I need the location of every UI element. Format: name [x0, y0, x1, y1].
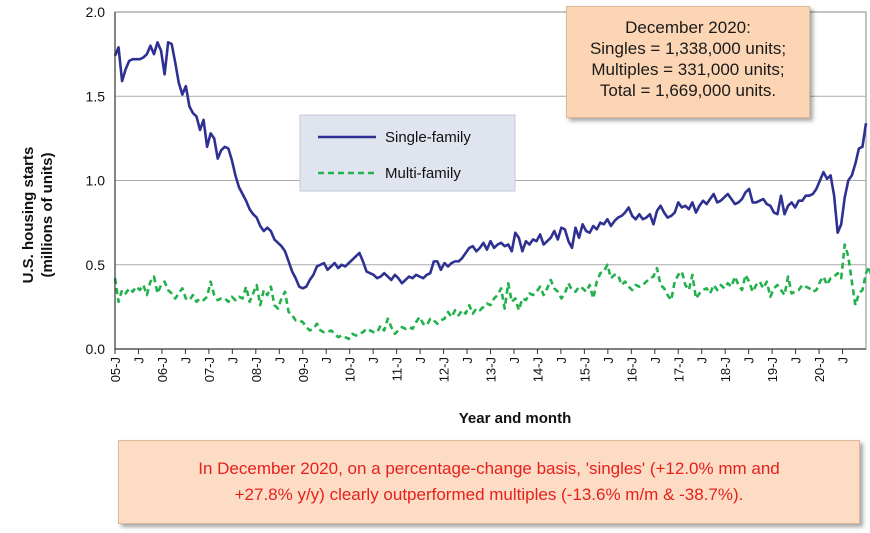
x-tick-label: 19-J [765, 357, 780, 382]
x-tick-label: J [178, 357, 193, 364]
legend-label-single-family: Single-family [385, 129, 471, 146]
y-tick-label: 0.0 [86, 341, 106, 357]
x-tick-label: J [413, 357, 428, 364]
y-axis-label-line1: U.S. housing starts [20, 147, 37, 284]
x-tick-label: J [366, 357, 381, 364]
x-tick-label: 05-J [108, 357, 123, 382]
x-tick-label: 06-J [155, 357, 170, 382]
x-tick-label: J [507, 357, 522, 364]
x-tick-label: J [601, 357, 616, 364]
x-tick-label: 12-J [437, 357, 452, 382]
series-line-single-family [113, 41, 868, 290]
x-tick-label: 14-J [530, 357, 545, 382]
note-line-2: Singles = 1,338,000 units; [589, 39, 787, 58]
axes: 0.0 0.5 1.0 1.5 2.0 05-J J 06-J J 07-J J 08-J J 09-J J… [86, 4, 866, 382]
x-tick-label: 09-J [296, 357, 311, 382]
x-tick-label: J [695, 357, 710, 364]
x-tick-label: J [836, 357, 851, 364]
x-tick-label: 10-J [343, 357, 358, 382]
x-tick-label: J [272, 357, 287, 364]
note-line-4: Total = 1,669,000 units. [599, 81, 777, 100]
series-lines [113, 41, 870, 341]
note-line-3: Multiples = 331,000 units; [591, 60, 785, 79]
bottom-note-line-1: In December 2020, on a percentage-change… [198, 459, 780, 478]
y-tick-label: 1.0 [86, 173, 106, 189]
x-tick-label: 13-J [484, 357, 499, 382]
bottom-note-line-2: +27.8% y/y) clearly outperformed multipl… [234, 485, 744, 504]
x-tick-label: J [554, 357, 569, 364]
percentage-change-note: In December 2020, on a percentage-change… [118, 440, 860, 524]
december-summary-note: December 2020: Singles = 1,338,000 units… [566, 6, 810, 118]
x-tick-label: 08-J [249, 357, 264, 382]
x-tick-label: J [225, 357, 240, 364]
x-tick-label: 18-J [718, 357, 733, 382]
x-axis-label: Year and month [459, 410, 572, 427]
x-tick-label: J [319, 357, 334, 364]
y-axis-label-line2: (millions of units) [39, 153, 56, 278]
x-tick-label: J [460, 357, 475, 364]
legend-label-multi-family: Multi-family [385, 165, 461, 182]
x-tick-label: J [131, 357, 146, 364]
x-tick-label: J [789, 357, 804, 364]
legend-box [299, 114, 516, 192]
series-line-multi-family [113, 243, 870, 341]
x-tick-label: 20-J [812, 357, 827, 382]
y-tick-label: 2.0 [86, 4, 106, 20]
x-tick-label: 11-J [390, 357, 405, 381]
x-tick-label: 17-J [671, 357, 686, 382]
legend: Single-family Multi-family [299, 114, 516, 192]
x-tick-label: 15-J [577, 357, 592, 382]
y-tick-label: 1.5 [86, 88, 106, 104]
x-tick-label: 16-J [624, 357, 639, 382]
x-tick-label: J [648, 357, 663, 364]
note-line-1: December 2020: [625, 18, 751, 37]
x-tick-label: 07-J [202, 357, 217, 382]
y-tick-label: 0.5 [86, 257, 106, 273]
x-tick-label: J [742, 357, 757, 364]
